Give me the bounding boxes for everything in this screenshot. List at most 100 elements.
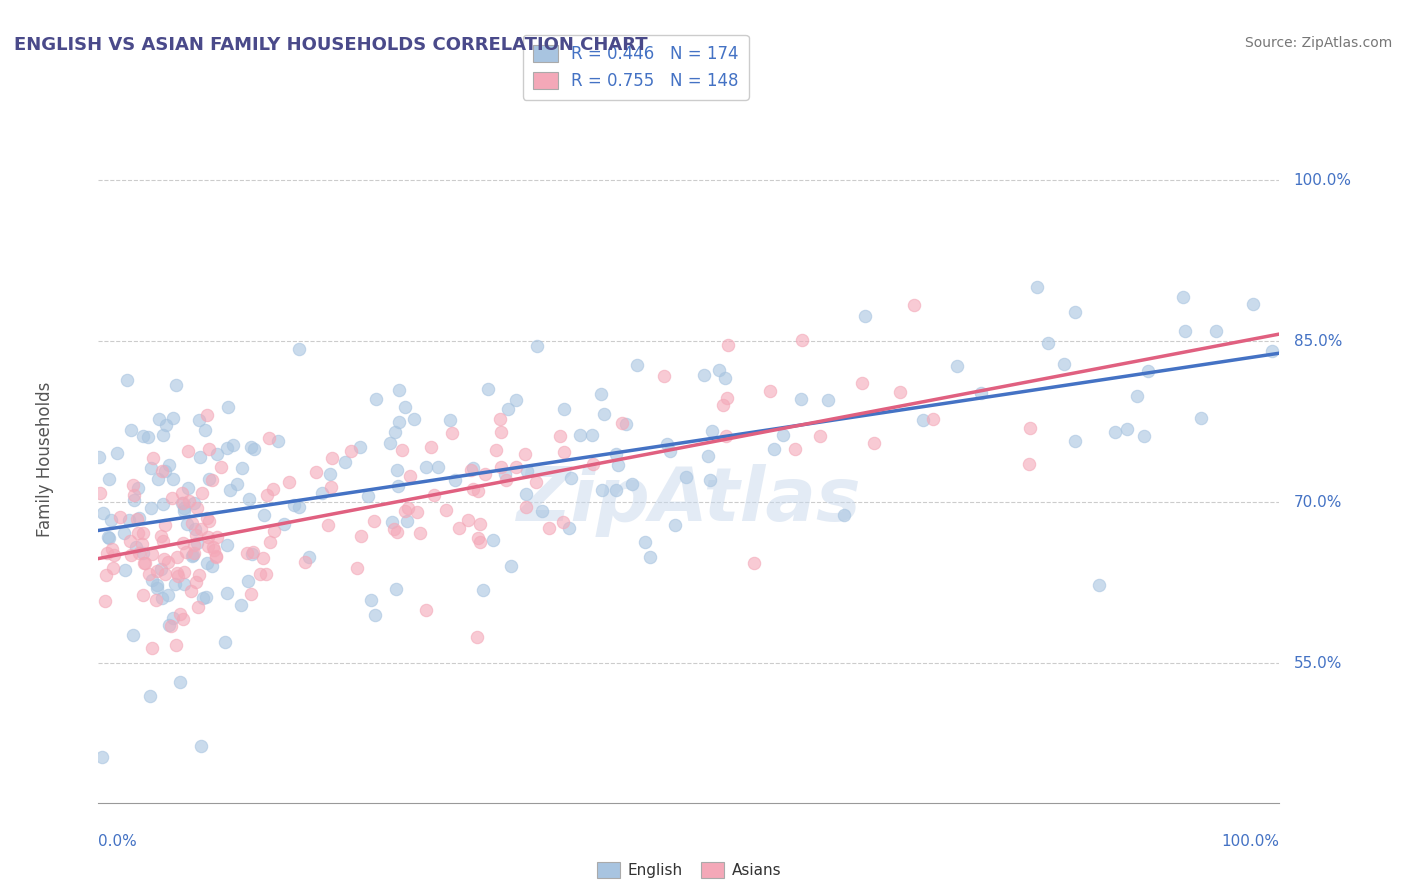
- Point: [172, 536, 194, 550]
- Point: [699, 473, 721, 487]
- Point: [467, 531, 489, 545]
- Point: [194, 423, 217, 437]
- Point: [157, 458, 180, 472]
- Point: [240, 547, 263, 561]
- Point: [742, 557, 765, 571]
- Point: [132, 546, 155, 560]
- Point: [139, 689, 162, 703]
- Point: [1036, 335, 1059, 350]
- Point: [477, 383, 499, 397]
- Point: [103, 560, 125, 574]
- Point: [117, 373, 139, 387]
- Point: [1173, 324, 1195, 338]
- Text: 0.0%: 0.0%: [98, 834, 138, 848]
- Point: [714, 371, 737, 385]
- Point: [558, 521, 581, 535]
- Point: [441, 426, 464, 441]
- Point: [340, 444, 363, 458]
- Point: [122, 487, 145, 501]
- Point: [254, 567, 277, 582]
- Point: [205, 549, 228, 563]
- Point: [1088, 578, 1111, 592]
- Point: [474, 467, 496, 482]
- Point: [169, 674, 191, 689]
- Point: [181, 516, 204, 531]
- Point: [236, 574, 259, 588]
- Point: [607, 458, 630, 472]
- Point: [385, 582, 408, 596]
- Point: [242, 545, 264, 559]
- Point: [149, 561, 172, 575]
- Point: [283, 498, 305, 512]
- Point: [702, 425, 724, 439]
- Text: 100.0%: 100.0%: [1294, 173, 1351, 188]
- Point: [190, 739, 212, 753]
- Point: [406, 505, 429, 519]
- Legend: English, Asians: English, Asians: [591, 856, 787, 885]
- Point: [97, 530, 120, 544]
- Point: [903, 298, 925, 312]
- Point: [127, 481, 149, 495]
- Point: [87, 450, 110, 464]
- Point: [560, 471, 582, 485]
- Point: [177, 481, 200, 495]
- Point: [188, 413, 211, 427]
- Point: [125, 540, 148, 554]
- Point: [141, 451, 163, 466]
- Point: [127, 525, 149, 540]
- Point: [180, 549, 202, 564]
- Point: [215, 441, 238, 455]
- Point: [96, 568, 118, 582]
- Point: [366, 392, 388, 407]
- Point: [531, 504, 554, 518]
- Point: [1052, 357, 1074, 371]
- Point: [231, 461, 253, 475]
- Point: [183, 496, 205, 510]
- Point: [197, 539, 219, 553]
- Point: [238, 491, 260, 506]
- Point: [259, 534, 281, 549]
- Point: [551, 515, 574, 529]
- Point: [922, 412, 945, 426]
- Point: [851, 376, 873, 390]
- Point: [447, 520, 470, 534]
- Point: [357, 489, 380, 503]
- Point: [363, 514, 385, 528]
- Point: [1064, 434, 1087, 448]
- Point: [236, 546, 259, 560]
- Point: [388, 415, 411, 429]
- Point: [415, 459, 437, 474]
- Point: [120, 423, 142, 437]
- Point: [125, 511, 148, 525]
- Point: [610, 416, 633, 430]
- Point: [385, 524, 408, 539]
- Text: ENGLISH VS ASIAN FAMILY HOUSEHOLDS CORRELATION CHART: ENGLISH VS ASIAN FAMILY HOUSEHOLDS CORRE…: [14, 36, 648, 54]
- Point: [166, 566, 188, 581]
- Point: [132, 525, 155, 540]
- Point: [467, 483, 489, 498]
- Point: [616, 417, 638, 431]
- Point: [162, 411, 184, 425]
- Point: [790, 392, 813, 407]
- Point: [384, 425, 406, 439]
- Point: [172, 612, 194, 626]
- Point: [489, 412, 512, 426]
- Point: [96, 546, 118, 560]
- Point: [197, 530, 219, 544]
- Point: [176, 517, 198, 532]
- Point: [202, 542, 225, 557]
- Point: [605, 483, 627, 497]
- Point: [205, 447, 228, 461]
- Point: [693, 368, 716, 382]
- Text: 100.0%: 100.0%: [1222, 834, 1279, 848]
- Point: [156, 555, 179, 569]
- Point: [808, 429, 831, 443]
- Point: [697, 450, 720, 464]
- Point: [163, 577, 186, 591]
- Point: [183, 545, 205, 559]
- Point: [467, 630, 489, 644]
- Point: [495, 473, 517, 487]
- Text: 70.0%: 70.0%: [1294, 495, 1341, 510]
- Point: [138, 430, 160, 444]
- Point: [409, 526, 432, 541]
